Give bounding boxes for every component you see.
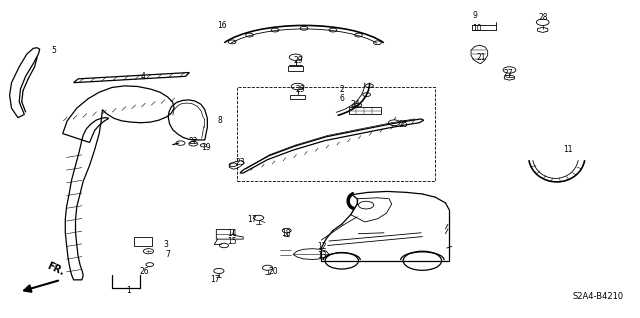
Text: 16: 16	[218, 21, 227, 30]
Text: 26: 26	[140, 267, 149, 276]
Bar	[288, 66, 303, 71]
Text: S2A4-B4210: S2A4-B4210	[573, 292, 624, 301]
Text: 13: 13	[317, 252, 326, 260]
Text: 9: 9	[472, 11, 477, 20]
Text: 2: 2	[339, 85, 344, 93]
Text: 4: 4	[141, 72, 146, 81]
Text: 24: 24	[351, 100, 360, 109]
Text: 17: 17	[248, 215, 257, 224]
FancyArrowPatch shape	[24, 280, 58, 292]
Text: 15: 15	[227, 237, 237, 246]
Text: 21: 21	[477, 53, 486, 62]
Text: 17: 17	[210, 275, 220, 284]
Text: 14: 14	[227, 229, 237, 238]
Text: 29: 29	[296, 85, 305, 93]
Bar	[349, 107, 381, 114]
Text: 12: 12	[317, 242, 326, 251]
Text: 3: 3	[163, 240, 168, 249]
Bar	[237, 87, 435, 181]
Text: 6: 6	[339, 94, 344, 103]
Text: 11: 11	[563, 145, 573, 154]
Text: 29: 29	[293, 56, 303, 65]
Text: 8: 8	[218, 116, 222, 125]
Text: 25: 25	[398, 120, 408, 128]
Text: 27: 27	[503, 69, 513, 78]
Text: 19: 19	[201, 143, 211, 152]
Text: 5: 5	[51, 46, 56, 55]
Text: 23: 23	[236, 158, 245, 167]
Bar	[134, 237, 152, 246]
Text: FR.: FR.	[45, 261, 65, 277]
Text: 10: 10	[472, 24, 482, 33]
Text: 20: 20	[269, 267, 278, 276]
Text: 18: 18	[282, 229, 291, 238]
Bar	[290, 95, 305, 99]
Text: 7: 7	[165, 250, 170, 259]
Text: 22: 22	[188, 137, 198, 146]
Text: 1: 1	[126, 287, 131, 295]
Text: 28: 28	[539, 13, 548, 22]
